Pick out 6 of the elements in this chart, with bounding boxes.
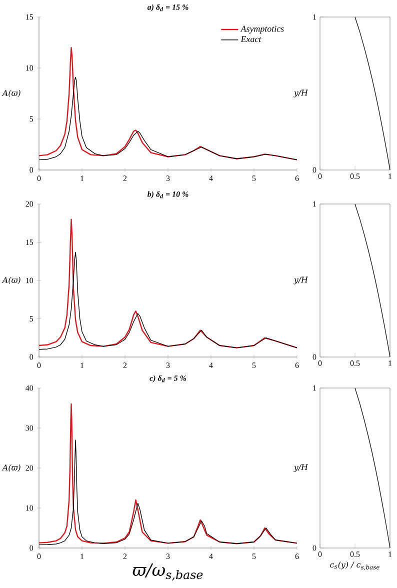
line-series <box>354 204 390 358</box>
legend-label: Asymptotics <box>240 26 284 34</box>
x-axis-title: ϖ/ω$_{s,base}$ <box>132 564 203 581</box>
legend-label: Exact <box>240 36 262 42</box>
line-series <box>354 16 390 170</box>
line-series <box>354 388 390 548</box>
